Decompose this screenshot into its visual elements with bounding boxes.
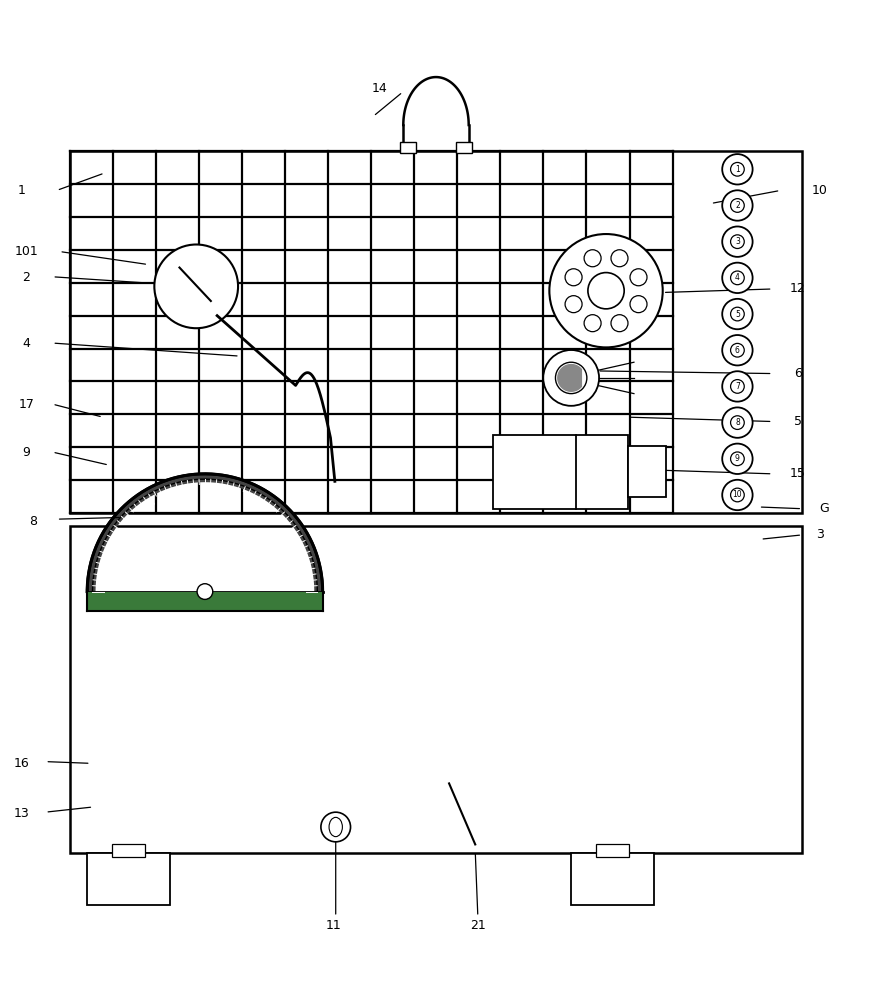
- Circle shape: [549, 234, 663, 347]
- Text: 13: 13: [14, 807, 30, 820]
- Circle shape: [565, 296, 582, 313]
- Circle shape: [731, 452, 745, 466]
- Text: 21: 21: [470, 919, 486, 932]
- Text: 7: 7: [735, 382, 739, 391]
- Circle shape: [611, 250, 628, 267]
- Circle shape: [722, 263, 753, 293]
- Circle shape: [722, 190, 753, 221]
- Circle shape: [731, 162, 745, 176]
- Text: 12: 12: [790, 282, 806, 295]
- Ellipse shape: [329, 817, 343, 837]
- Circle shape: [731, 343, 745, 357]
- Polygon shape: [87, 474, 323, 592]
- Text: 9: 9: [22, 446, 31, 459]
- Bar: [400, 142, 416, 153]
- Text: 10: 10: [812, 184, 828, 197]
- Circle shape: [731, 488, 745, 502]
- Circle shape: [588, 273, 624, 309]
- Circle shape: [630, 296, 647, 313]
- Circle shape: [722, 480, 753, 510]
- Text: 6: 6: [735, 346, 739, 355]
- Text: 4: 4: [735, 273, 739, 282]
- Circle shape: [731, 271, 745, 285]
- Text: 4: 4: [22, 337, 31, 350]
- Circle shape: [722, 335, 753, 365]
- Text: 11: 11: [325, 919, 341, 932]
- Text: 8: 8: [29, 515, 37, 528]
- Text: 2: 2: [735, 201, 739, 210]
- Circle shape: [731, 380, 745, 393]
- Circle shape: [543, 350, 599, 406]
- Text: 1: 1: [17, 184, 26, 197]
- Text: 1: 1: [735, 165, 739, 174]
- Text: 3: 3: [815, 528, 824, 541]
- Circle shape: [722, 444, 753, 474]
- Text: 14: 14: [371, 82, 387, 95]
- Text: 101: 101: [14, 245, 38, 258]
- Bar: [456, 142, 472, 153]
- Circle shape: [321, 812, 351, 842]
- Circle shape: [630, 269, 647, 286]
- Circle shape: [722, 407, 753, 438]
- Circle shape: [584, 315, 601, 332]
- Text: 8: 8: [735, 418, 739, 427]
- Circle shape: [722, 371, 753, 402]
- Bar: [628, 446, 665, 497]
- Circle shape: [731, 235, 745, 249]
- Bar: [70, 526, 802, 853]
- Circle shape: [197, 584, 213, 599]
- Bar: [70, 151, 802, 513]
- Circle shape: [722, 226, 753, 257]
- Circle shape: [584, 250, 601, 267]
- Circle shape: [565, 269, 582, 286]
- Text: 5: 5: [735, 310, 739, 319]
- Circle shape: [731, 307, 745, 321]
- Circle shape: [555, 362, 587, 394]
- Bar: [493, 435, 628, 509]
- Text: 5: 5: [794, 415, 802, 428]
- Circle shape: [154, 245, 238, 328]
- Circle shape: [722, 154, 753, 184]
- Bar: [87, 853, 170, 905]
- Bar: [112, 844, 146, 857]
- Text: 9: 9: [735, 454, 739, 463]
- Polygon shape: [558, 365, 582, 391]
- Bar: [596, 844, 630, 857]
- Bar: [87, 592, 323, 611]
- Circle shape: [722, 299, 753, 329]
- Circle shape: [611, 315, 628, 332]
- Text: 15: 15: [790, 467, 806, 480]
- Circle shape: [731, 416, 745, 429]
- Text: 17: 17: [18, 398, 34, 411]
- Circle shape: [731, 199, 745, 212]
- Text: 3: 3: [735, 237, 739, 246]
- Text: G: G: [819, 502, 829, 515]
- Text: 6: 6: [794, 367, 802, 380]
- Text: 16: 16: [14, 757, 30, 770]
- Text: 2: 2: [22, 271, 31, 284]
- Text: 10: 10: [732, 490, 742, 499]
- Bar: [571, 853, 654, 905]
